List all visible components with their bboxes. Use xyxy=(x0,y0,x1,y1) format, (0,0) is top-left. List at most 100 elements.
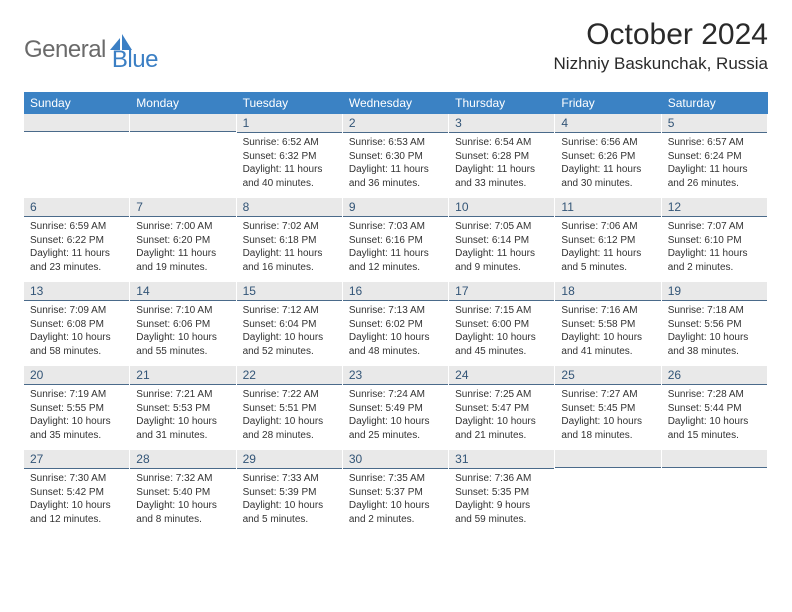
day-cell: 5Sunrise: 6:57 AMSunset: 6:24 PMDaylight… xyxy=(662,114,768,198)
sunset-text: Sunset: 6:02 PM xyxy=(349,318,442,332)
week-row: 27Sunrise: 7:30 AMSunset: 5:42 PMDayligh… xyxy=(24,450,768,534)
day-number: 8 xyxy=(237,198,342,217)
daylight-text: Daylight: 11 hours and 30 minutes. xyxy=(561,163,654,190)
sunset-text: Sunset: 6:06 PM xyxy=(136,318,229,332)
location-label: Nizhniy Baskunchak, Russia xyxy=(554,54,768,74)
sunrise-text: Sunrise: 7:12 AM xyxy=(243,304,336,318)
empty-day-bar xyxy=(555,450,660,468)
daylight-text: Daylight: 11 hours and 26 minutes. xyxy=(668,163,761,190)
daylight-text: Daylight: 10 hours and 35 minutes. xyxy=(30,415,123,442)
day-number: 2 xyxy=(343,114,448,133)
day-cell: 18Sunrise: 7:16 AMSunset: 5:58 PMDayligh… xyxy=(555,282,661,366)
sunset-text: Sunset: 5:49 PM xyxy=(349,402,442,416)
sunrise-text: Sunrise: 7:18 AM xyxy=(668,304,761,318)
day-body: Sunrise: 6:54 AMSunset: 6:28 PMDaylight:… xyxy=(449,133,554,196)
weekday-header: Sunday xyxy=(24,92,130,114)
sunset-text: Sunset: 6:10 PM xyxy=(668,234,761,248)
day-number: 31 xyxy=(449,450,554,469)
sunrise-text: Sunrise: 7:16 AM xyxy=(561,304,654,318)
empty-day-bar xyxy=(24,114,129,132)
day-body: Sunrise: 7:30 AMSunset: 5:42 PMDaylight:… xyxy=(24,469,129,532)
day-cell: 8Sunrise: 7:02 AMSunset: 6:18 PMDaylight… xyxy=(237,198,343,282)
sunset-text: Sunset: 6:14 PM xyxy=(455,234,548,248)
sunset-text: Sunset: 6:04 PM xyxy=(243,318,336,332)
day-cell: 26Sunrise: 7:28 AMSunset: 5:44 PMDayligh… xyxy=(662,366,768,450)
daylight-text: Daylight: 10 hours and 38 minutes. xyxy=(668,331,761,358)
day-cell: 9Sunrise: 7:03 AMSunset: 6:16 PMDaylight… xyxy=(343,198,449,282)
day-cell: 25Sunrise: 7:27 AMSunset: 5:45 PMDayligh… xyxy=(555,366,661,450)
sunset-text: Sunset: 6:18 PM xyxy=(243,234,336,248)
day-number: 21 xyxy=(130,366,235,385)
day-cell: 10Sunrise: 7:05 AMSunset: 6:14 PMDayligh… xyxy=(449,198,555,282)
day-number: 9 xyxy=(343,198,448,217)
sunset-text: Sunset: 5:56 PM xyxy=(668,318,761,332)
day-number: 6 xyxy=(24,198,129,217)
day-body: Sunrise: 7:33 AMSunset: 5:39 PMDaylight:… xyxy=(237,469,342,532)
day-cell: 2Sunrise: 6:53 AMSunset: 6:30 PMDaylight… xyxy=(343,114,449,198)
sunrise-text: Sunrise: 7:07 AM xyxy=(668,220,761,234)
sunset-text: Sunset: 5:37 PM xyxy=(349,486,442,500)
sunrise-text: Sunrise: 7:28 AM xyxy=(668,388,761,402)
daylight-text: Daylight: 11 hours and 5 minutes. xyxy=(561,247,654,274)
sunrise-text: Sunrise: 7:36 AM xyxy=(455,472,548,486)
day-cell: 14Sunrise: 7:10 AMSunset: 6:06 PMDayligh… xyxy=(130,282,236,366)
sunrise-text: Sunrise: 7:30 AM xyxy=(30,472,123,486)
day-number: 29 xyxy=(237,450,342,469)
sunrise-text: Sunrise: 6:53 AM xyxy=(349,136,442,150)
sunrise-text: Sunrise: 6:57 AM xyxy=(668,136,761,150)
day-cell: 13Sunrise: 7:09 AMSunset: 6:08 PMDayligh… xyxy=(24,282,130,366)
day-cell: 7Sunrise: 7:00 AMSunset: 6:20 PMDaylight… xyxy=(130,198,236,282)
day-number: 10 xyxy=(449,198,554,217)
day-body: Sunrise: 6:59 AMSunset: 6:22 PMDaylight:… xyxy=(24,217,129,280)
day-cell: 4Sunrise: 6:56 AMSunset: 6:26 PMDaylight… xyxy=(555,114,661,198)
daylight-text: Daylight: 10 hours and 45 minutes. xyxy=(455,331,548,358)
sunset-text: Sunset: 5:35 PM xyxy=(455,486,548,500)
sunset-text: Sunset: 6:30 PM xyxy=(349,150,442,164)
daylight-text: Daylight: 11 hours and 23 minutes. xyxy=(30,247,123,274)
logo-word-blue: Blue xyxy=(112,46,158,74)
day-body: Sunrise: 7:25 AMSunset: 5:47 PMDaylight:… xyxy=(449,385,554,448)
sunrise-text: Sunrise: 6:56 AM xyxy=(561,136,654,150)
sunset-text: Sunset: 5:53 PM xyxy=(136,402,229,416)
week-row: 20Sunrise: 7:19 AMSunset: 5:55 PMDayligh… xyxy=(24,366,768,450)
sunrise-text: Sunrise: 7:33 AM xyxy=(243,472,336,486)
sunrise-text: Sunrise: 7:27 AM xyxy=(561,388,654,402)
daylight-text: Daylight: 10 hours and 15 minutes. xyxy=(668,415,761,442)
daylight-text: Daylight: 10 hours and 31 minutes. xyxy=(136,415,229,442)
day-body: Sunrise: 7:24 AMSunset: 5:49 PMDaylight:… xyxy=(343,385,448,448)
day-cell: 24Sunrise: 7:25 AMSunset: 5:47 PMDayligh… xyxy=(449,366,555,450)
day-body: Sunrise: 7:27 AMSunset: 5:45 PMDaylight:… xyxy=(555,385,660,448)
sunrise-text: Sunrise: 7:15 AM xyxy=(455,304,548,318)
sunset-text: Sunset: 5:51 PM xyxy=(243,402,336,416)
day-cell: 28Sunrise: 7:32 AMSunset: 5:40 PMDayligh… xyxy=(130,450,236,534)
logo: General Blue xyxy=(24,18,158,74)
day-number: 5 xyxy=(662,114,767,133)
sunrise-text: Sunrise: 7:09 AM xyxy=(30,304,123,318)
sunset-text: Sunset: 6:24 PM xyxy=(668,150,761,164)
daylight-text: Daylight: 11 hours and 2 minutes. xyxy=(668,247,761,274)
sunset-text: Sunset: 6:26 PM xyxy=(561,150,654,164)
sunrise-text: Sunrise: 7:35 AM xyxy=(349,472,442,486)
day-number: 16 xyxy=(343,282,448,301)
sunrise-text: Sunrise: 6:52 AM xyxy=(243,136,336,150)
day-body: Sunrise: 7:18 AMSunset: 5:56 PMDaylight:… xyxy=(662,301,767,364)
day-number: 24 xyxy=(449,366,554,385)
day-cell: 12Sunrise: 7:07 AMSunset: 6:10 PMDayligh… xyxy=(662,198,768,282)
daylight-text: Daylight: 10 hours and 25 minutes. xyxy=(349,415,442,442)
day-body: Sunrise: 6:57 AMSunset: 6:24 PMDaylight:… xyxy=(662,133,767,196)
day-body: Sunrise: 7:22 AMSunset: 5:51 PMDaylight:… xyxy=(237,385,342,448)
day-cell: 29Sunrise: 7:33 AMSunset: 5:39 PMDayligh… xyxy=(237,450,343,534)
day-number: 25 xyxy=(555,366,660,385)
sunrise-text: Sunrise: 7:21 AM xyxy=(136,388,229,402)
day-number: 11 xyxy=(555,198,660,217)
page-title: October 2024 xyxy=(554,18,768,52)
empty-day-bar xyxy=(130,114,235,132)
day-number: 7 xyxy=(130,198,235,217)
sunrise-text: Sunrise: 7:24 AM xyxy=(349,388,442,402)
sunrise-text: Sunrise: 7:02 AM xyxy=(243,220,336,234)
daylight-text: Daylight: 10 hours and 8 minutes. xyxy=(136,499,229,526)
calendar: SundayMondayTuesdayWednesdayThursdayFrid… xyxy=(24,92,768,534)
day-number: 17 xyxy=(449,282,554,301)
day-body: Sunrise: 7:10 AMSunset: 6:06 PMDaylight:… xyxy=(130,301,235,364)
sunset-text: Sunset: 5:58 PM xyxy=(561,318,654,332)
